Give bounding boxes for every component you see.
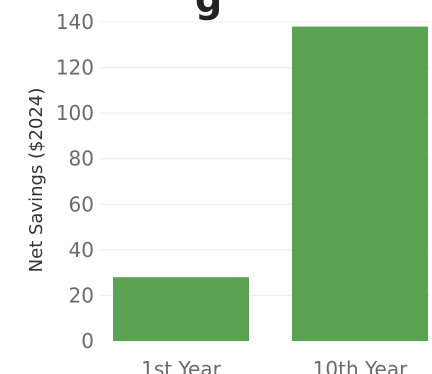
bar-2 [292,26,428,342]
y-tick-label: 20 [69,283,94,307]
y-tick-label: 120 [56,56,94,80]
bars [113,26,428,342]
x-tick-labels: 1st Year 10th Year [141,357,408,374]
x-tick-label: 10th Year [313,357,408,374]
grid-lines [100,21,430,296]
y-axis-label: Net Savings ($2024) [26,88,47,273]
y-tick-labels: 0 20 40 60 80 100 120 140 [56,10,94,353]
chart-title-fragment: g [195,0,222,21]
y-tick-label: 80 [69,147,94,171]
y-tick-label: 100 [56,101,94,125]
y-tick-label: 0 [81,329,94,353]
y-tick-label: 140 [56,10,94,34]
x-tick-label: 1st Year [141,357,221,374]
bar-1 [113,277,249,341]
y-tick-label: 40 [69,238,94,262]
y-tick-label: 60 [69,192,94,216]
